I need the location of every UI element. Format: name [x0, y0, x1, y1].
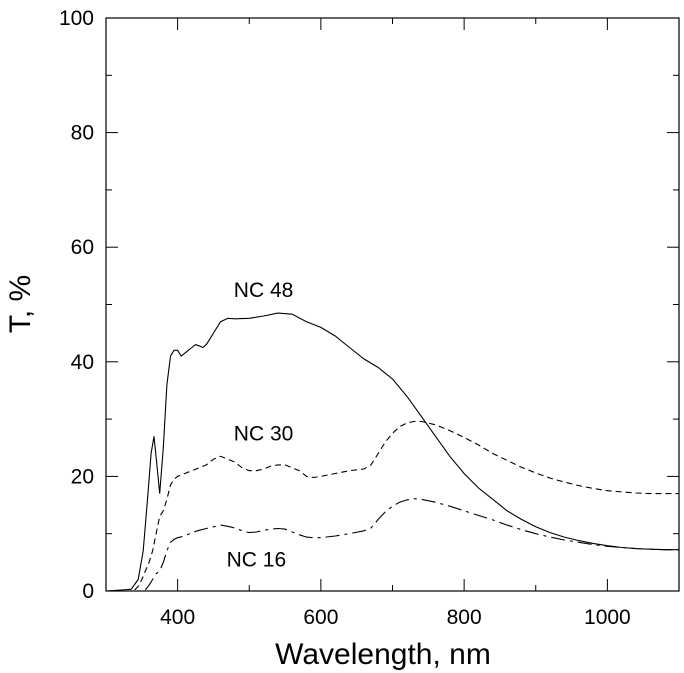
x-tick-label: 400	[160, 606, 195, 629]
plot-frame	[105, 17, 680, 592]
tick-labels: 400 600 800 1000 0 20 40 60 80 100	[59, 7, 631, 629]
x-tick-label: 600	[303, 606, 338, 629]
y-tick-label: 40	[71, 351, 94, 374]
x-tick-label: 1000	[584, 606, 631, 629]
y-tick-label: 20	[71, 465, 94, 488]
x-tick-label: 800	[447, 606, 482, 629]
y-tick-label: 60	[71, 236, 94, 259]
series-annotation: NC 30	[234, 422, 294, 445]
y-tick-label: 0	[82, 580, 94, 603]
y-tick-label: 100	[59, 7, 94, 30]
axis-ticks	[105, 17, 680, 592]
series-line-nc-48	[105, 312, 679, 592]
y-tick-label: 80	[71, 122, 94, 145]
series-annotation: NC 16	[227, 548, 287, 571]
series-line-nc-30	[134, 420, 679, 591]
series-annotation: NC 48	[234, 279, 294, 302]
annotations: NC 48 NC 30 NC 16	[227, 279, 294, 571]
y-axis-title: T, %	[4, 275, 37, 333]
series-layer	[105, 312, 679, 592]
x-axis-title: Wavelength, nm	[275, 638, 491, 671]
